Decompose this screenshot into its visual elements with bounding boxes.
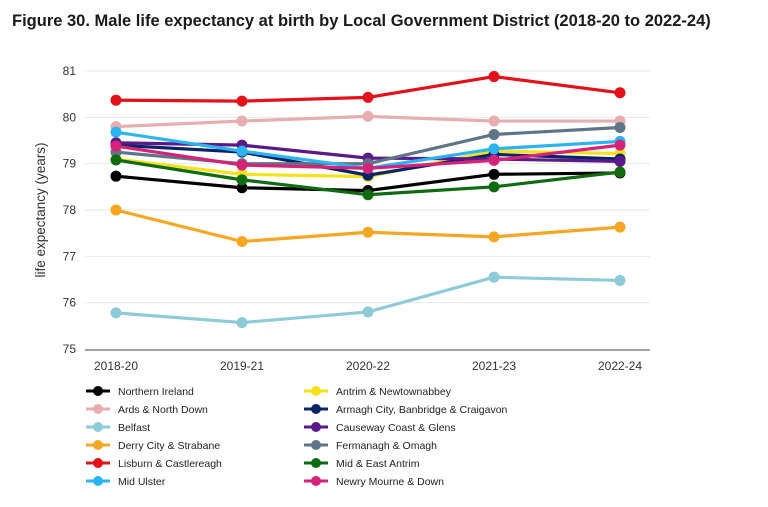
- data-point: [488, 71, 500, 83]
- data-point: [614, 122, 626, 134]
- data-point: [110, 170, 122, 182]
- data-point: [488, 115, 500, 127]
- y-tick-label: 77: [63, 249, 77, 263]
- y-axis-label: life expectancy (years): [33, 142, 48, 277]
- data-point: [488, 154, 500, 166]
- legend-label: Antrim & Newtownabbey: [336, 386, 452, 398]
- data-point: [236, 115, 248, 127]
- legend-swatch-marker: [311, 404, 321, 414]
- x-tick-label: 2021-23: [472, 359, 516, 373]
- legend-item: Mid & East Antrim: [304, 458, 420, 470]
- data-point: [236, 159, 248, 171]
- legend-swatch-marker: [93, 476, 103, 486]
- series-mid-east-antrim: [110, 154, 626, 201]
- legend-swatch-marker: [311, 386, 321, 396]
- data-point: [362, 226, 374, 238]
- series-belfast: [110, 271, 626, 329]
- data-point: [110, 94, 122, 106]
- data-point: [236, 95, 248, 107]
- legend-item: Mid Ulster: [86, 476, 166, 488]
- data-point: [614, 155, 626, 167]
- legend-swatch-marker: [93, 440, 103, 450]
- data-point: [236, 236, 248, 248]
- series-derry-city-strabane: [110, 204, 626, 248]
- legend-item: Derry City & Strabane: [86, 440, 220, 452]
- legend-swatch-marker: [93, 458, 103, 468]
- y-tick-label: 80: [63, 110, 77, 124]
- series-ards-north-down: [110, 110, 626, 133]
- data-point: [614, 274, 626, 286]
- data-point: [614, 166, 626, 178]
- data-point: [236, 317, 248, 329]
- legend-item: Newry Mourne & Down: [304, 476, 444, 488]
- legend-item: Armagh City, Banbridge & Craigavon: [304, 404, 508, 416]
- legend-swatch-marker: [93, 386, 103, 396]
- legend-swatch-marker: [311, 458, 321, 468]
- data-point: [362, 91, 374, 103]
- data-point: [488, 168, 500, 180]
- data-point: [362, 110, 374, 122]
- axes: 75 76 77 78 79 80 81 2018-20 2019-21 2020-22 2021-…: [63, 64, 650, 373]
- legend-swatch-marker: [93, 422, 103, 432]
- legend-item: Ards & North Down: [86, 404, 208, 416]
- data-point: [110, 126, 122, 138]
- data-point: [236, 145, 248, 157]
- data-point: [110, 140, 122, 152]
- data-point: [110, 154, 122, 166]
- data-point: [614, 221, 626, 233]
- y-tick-label: 81: [63, 64, 77, 78]
- x-tick-label: 2019-21: [220, 359, 264, 373]
- data-point: [236, 174, 248, 186]
- legend-swatch-marker: [93, 404, 103, 414]
- data-point: [614, 139, 626, 151]
- data-point: [362, 189, 374, 201]
- data-point: [236, 182, 248, 194]
- y-tick-label: 75: [63, 342, 77, 356]
- legend-item: Belfast: [86, 422, 150, 434]
- legend-swatch-marker: [311, 422, 321, 432]
- legend-item: Antrim & Newtownabbey: [304, 386, 452, 398]
- data-point: [488, 128, 500, 140]
- legend-label: Lisburn & Castlereagh: [118, 458, 222, 470]
- legend-swatch-marker: [311, 476, 321, 486]
- y-tick-label: 78: [63, 203, 77, 217]
- legend: Northern Ireland Antrim & Newtownabbey Ard…: [86, 386, 508, 488]
- legend-item: Lisburn & Castlereagh: [86, 458, 222, 470]
- legend-label: Northern Ireland: [118, 386, 194, 398]
- legend-item: Fermanagh & Omagh: [304, 440, 437, 452]
- data-point: [362, 162, 374, 174]
- legend-label: Ards & North Down: [118, 404, 208, 416]
- data-point: [488, 271, 500, 283]
- legend-item: Causeway Coast & Glens: [304, 422, 456, 434]
- x-tick-label: 2020-22: [346, 359, 390, 373]
- legend-label: Mid & East Antrim: [336, 458, 420, 470]
- legend-label: Belfast: [118, 422, 150, 434]
- series-lisburn-castlereagh: [110, 71, 626, 107]
- legend-label: Mid Ulster: [118, 476, 166, 488]
- x-tick-label: 2018-20: [94, 359, 138, 373]
- x-tick-label: 2022-24: [598, 359, 642, 373]
- data-point: [362, 306, 374, 318]
- chart-title: Figure 30. Male life expectancy at birth…: [12, 12, 711, 30]
- legend-label: Armagh City, Banbridge & Craigavon: [336, 404, 508, 416]
- series-lines: [110, 71, 626, 329]
- y-tick-label: 79: [63, 157, 77, 171]
- legend-label: Newry Mourne & Down: [336, 476, 444, 488]
- data-point: [110, 204, 122, 216]
- legend-label: Fermanagh & Omagh: [336, 440, 437, 452]
- data-point: [488, 231, 500, 243]
- data-point: [110, 307, 122, 319]
- series-newry-mourne-down: [110, 139, 626, 174]
- legend-swatch-marker: [311, 440, 321, 450]
- data-point: [488, 181, 500, 193]
- legend-label: Causeway Coast & Glens: [336, 422, 456, 434]
- data-point: [614, 87, 626, 99]
- y-tick-label: 76: [63, 296, 77, 310]
- data-point: [488, 143, 500, 155]
- legend-item: Northern Ireland: [86, 386, 194, 398]
- legend-label: Derry City & Strabane: [118, 440, 220, 452]
